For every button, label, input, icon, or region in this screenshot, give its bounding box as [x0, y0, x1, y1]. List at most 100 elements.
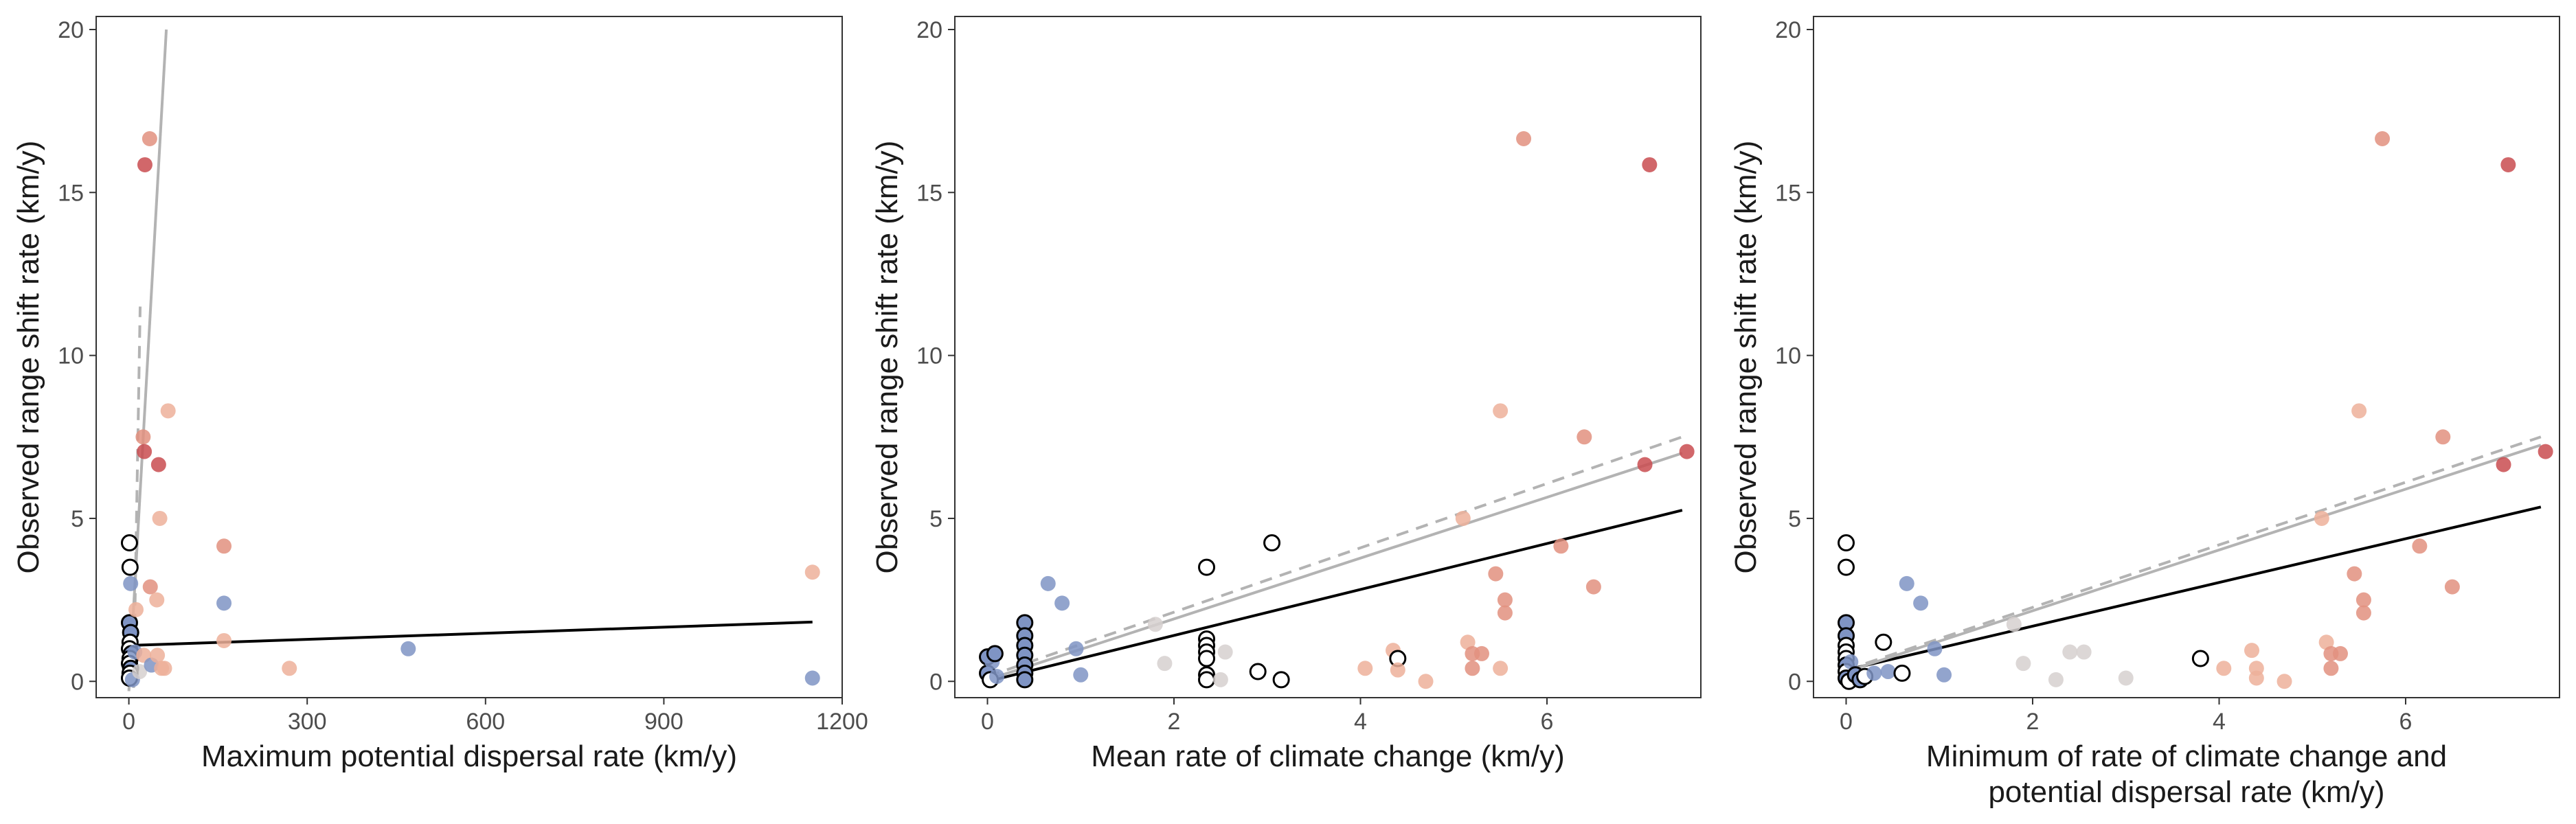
data-point — [1212, 672, 1228, 687]
data-point — [137, 157, 152, 172]
axis-ticks: 0 2 4 6 0 5 10 15 20 — [916, 17, 1553, 735]
data-point — [1263, 534, 1281, 552]
y-tick-label: 10 — [916, 343, 942, 369]
data-point — [2062, 644, 2078, 660]
x-tick-label: 0 — [1840, 709, 1853, 735]
data-point — [2375, 130, 2391, 146]
y-tick-label: 15 — [1775, 180, 1801, 206]
data-point — [1637, 457, 1653, 472]
data-points — [120, 130, 820, 687]
data-point — [2048, 672, 2064, 687]
data-point — [2500, 157, 2516, 172]
data-point — [160, 403, 176, 419]
data-point — [2332, 645, 2348, 661]
data-point — [1936, 667, 1952, 683]
data-point — [1488, 566, 1504, 582]
data-point — [2355, 605, 2371, 621]
y-tick-label: 0 — [929, 669, 942, 695]
x-axis-title-line-2: potential dispersal rate (km/y) — [1988, 775, 2384, 809]
y-tick-label: 5 — [1788, 506, 1801, 532]
data-point — [1198, 650, 1216, 667]
x-axis-title-line-1: Minimum of rate of climate change and — [1926, 740, 2447, 773]
y-tick-label: 5 — [71, 506, 84, 532]
x-tick-label: 2 — [2026, 709, 2040, 735]
data-point — [216, 632, 232, 648]
axis-ticks: 0 2 4 6 0 5 10 15 20 — [1775, 17, 2412, 735]
y-tick-label: 20 — [916, 17, 942, 43]
trend-line-overall — [128, 620, 813, 648]
data-point — [135, 429, 151, 445]
trend-line-overall — [1846, 505, 2542, 672]
x-tick-label: 300 — [288, 709, 327, 735]
x-tick-label: 4 — [1354, 709, 1367, 735]
data-point — [120, 534, 138, 552]
data-point — [1493, 403, 1509, 419]
data-point — [2191, 650, 2209, 667]
x-axis-title: Mean rate of climate change (km/y) — [1091, 740, 1565, 773]
x-tick-label: 6 — [2399, 709, 2413, 735]
data-point — [2347, 566, 2362, 582]
data-point — [1880, 664, 1896, 680]
y-tick-label: 0 — [71, 669, 84, 695]
data-point — [1016, 671, 1034, 689]
data-point — [1390, 662, 1405, 678]
data-point — [1455, 510, 1471, 526]
data-point — [1893, 664, 1911, 682]
data-point — [1553, 538, 1569, 554]
data-point — [1516, 130, 1532, 146]
data-point — [2538, 444, 2553, 459]
plot-area-border — [95, 16, 843, 698]
data-point — [157, 661, 172, 676]
data-point — [1147, 617, 1163, 632]
data-point — [2412, 538, 2428, 554]
x-tick-label: 0 — [981, 709, 994, 735]
data-point — [1460, 634, 1476, 650]
data-point — [2444, 579, 2460, 595]
data-point — [142, 579, 158, 595]
y-tick-label: 20 — [58, 17, 84, 43]
data-point — [142, 130, 157, 146]
data-point — [152, 510, 168, 526]
y-tick-label: 10 — [1775, 343, 1801, 369]
y-tick-label: 10 — [58, 343, 84, 369]
x-tick-label: 900 — [644, 709, 683, 735]
data-point — [1497, 605, 1513, 621]
data-point — [1198, 671, 1216, 689]
data-points — [1838, 130, 2553, 690]
data-point — [2276, 674, 2292, 689]
data-point — [216, 538, 232, 554]
panel-minimum-rate: 0 2 4 6 0 5 10 15 20 Minimum of rate of climate … — [1729, 16, 2560, 809]
data-point — [1040, 575, 1056, 591]
data-point — [282, 661, 297, 676]
data-point — [1866, 665, 1882, 681]
data-point — [1899, 575, 1914, 591]
x-tick-label: 4 — [2213, 709, 2226, 735]
data-point — [1418, 674, 1434, 689]
x-axis-title: Maximum potential dispersal rate (km/y) — [201, 740, 737, 773]
trend-lines — [986, 435, 1683, 683]
trend-line-dashed — [986, 435, 1683, 678]
data-point — [2076, 644, 2092, 660]
plot-area-border — [954, 16, 1702, 698]
data-point — [2323, 661, 2339, 676]
data-point — [1497, 592, 1513, 608]
data-point — [2015, 656, 2031, 672]
plot-area-border — [1813, 16, 2560, 698]
data-point — [1473, 645, 1489, 661]
data-point — [132, 664, 148, 680]
data-point — [1068, 641, 1084, 656]
data-point — [1913, 595, 1929, 611]
data-point — [2216, 661, 2232, 676]
data-point — [1198, 558, 1216, 576]
x-tick-label: 1200 — [816, 709, 868, 735]
data-point — [804, 564, 820, 580]
data-point — [1577, 429, 1592, 445]
y-tick-label: 20 — [1775, 17, 1801, 43]
data-point — [2118, 670, 2134, 686]
x-tick-label: 600 — [466, 709, 505, 735]
data-point — [1157, 656, 1173, 672]
data-point — [2435, 429, 2451, 445]
data-point — [2244, 643, 2260, 659]
data-point — [1838, 558, 1855, 576]
y-tick-label: 15 — [58, 180, 84, 206]
